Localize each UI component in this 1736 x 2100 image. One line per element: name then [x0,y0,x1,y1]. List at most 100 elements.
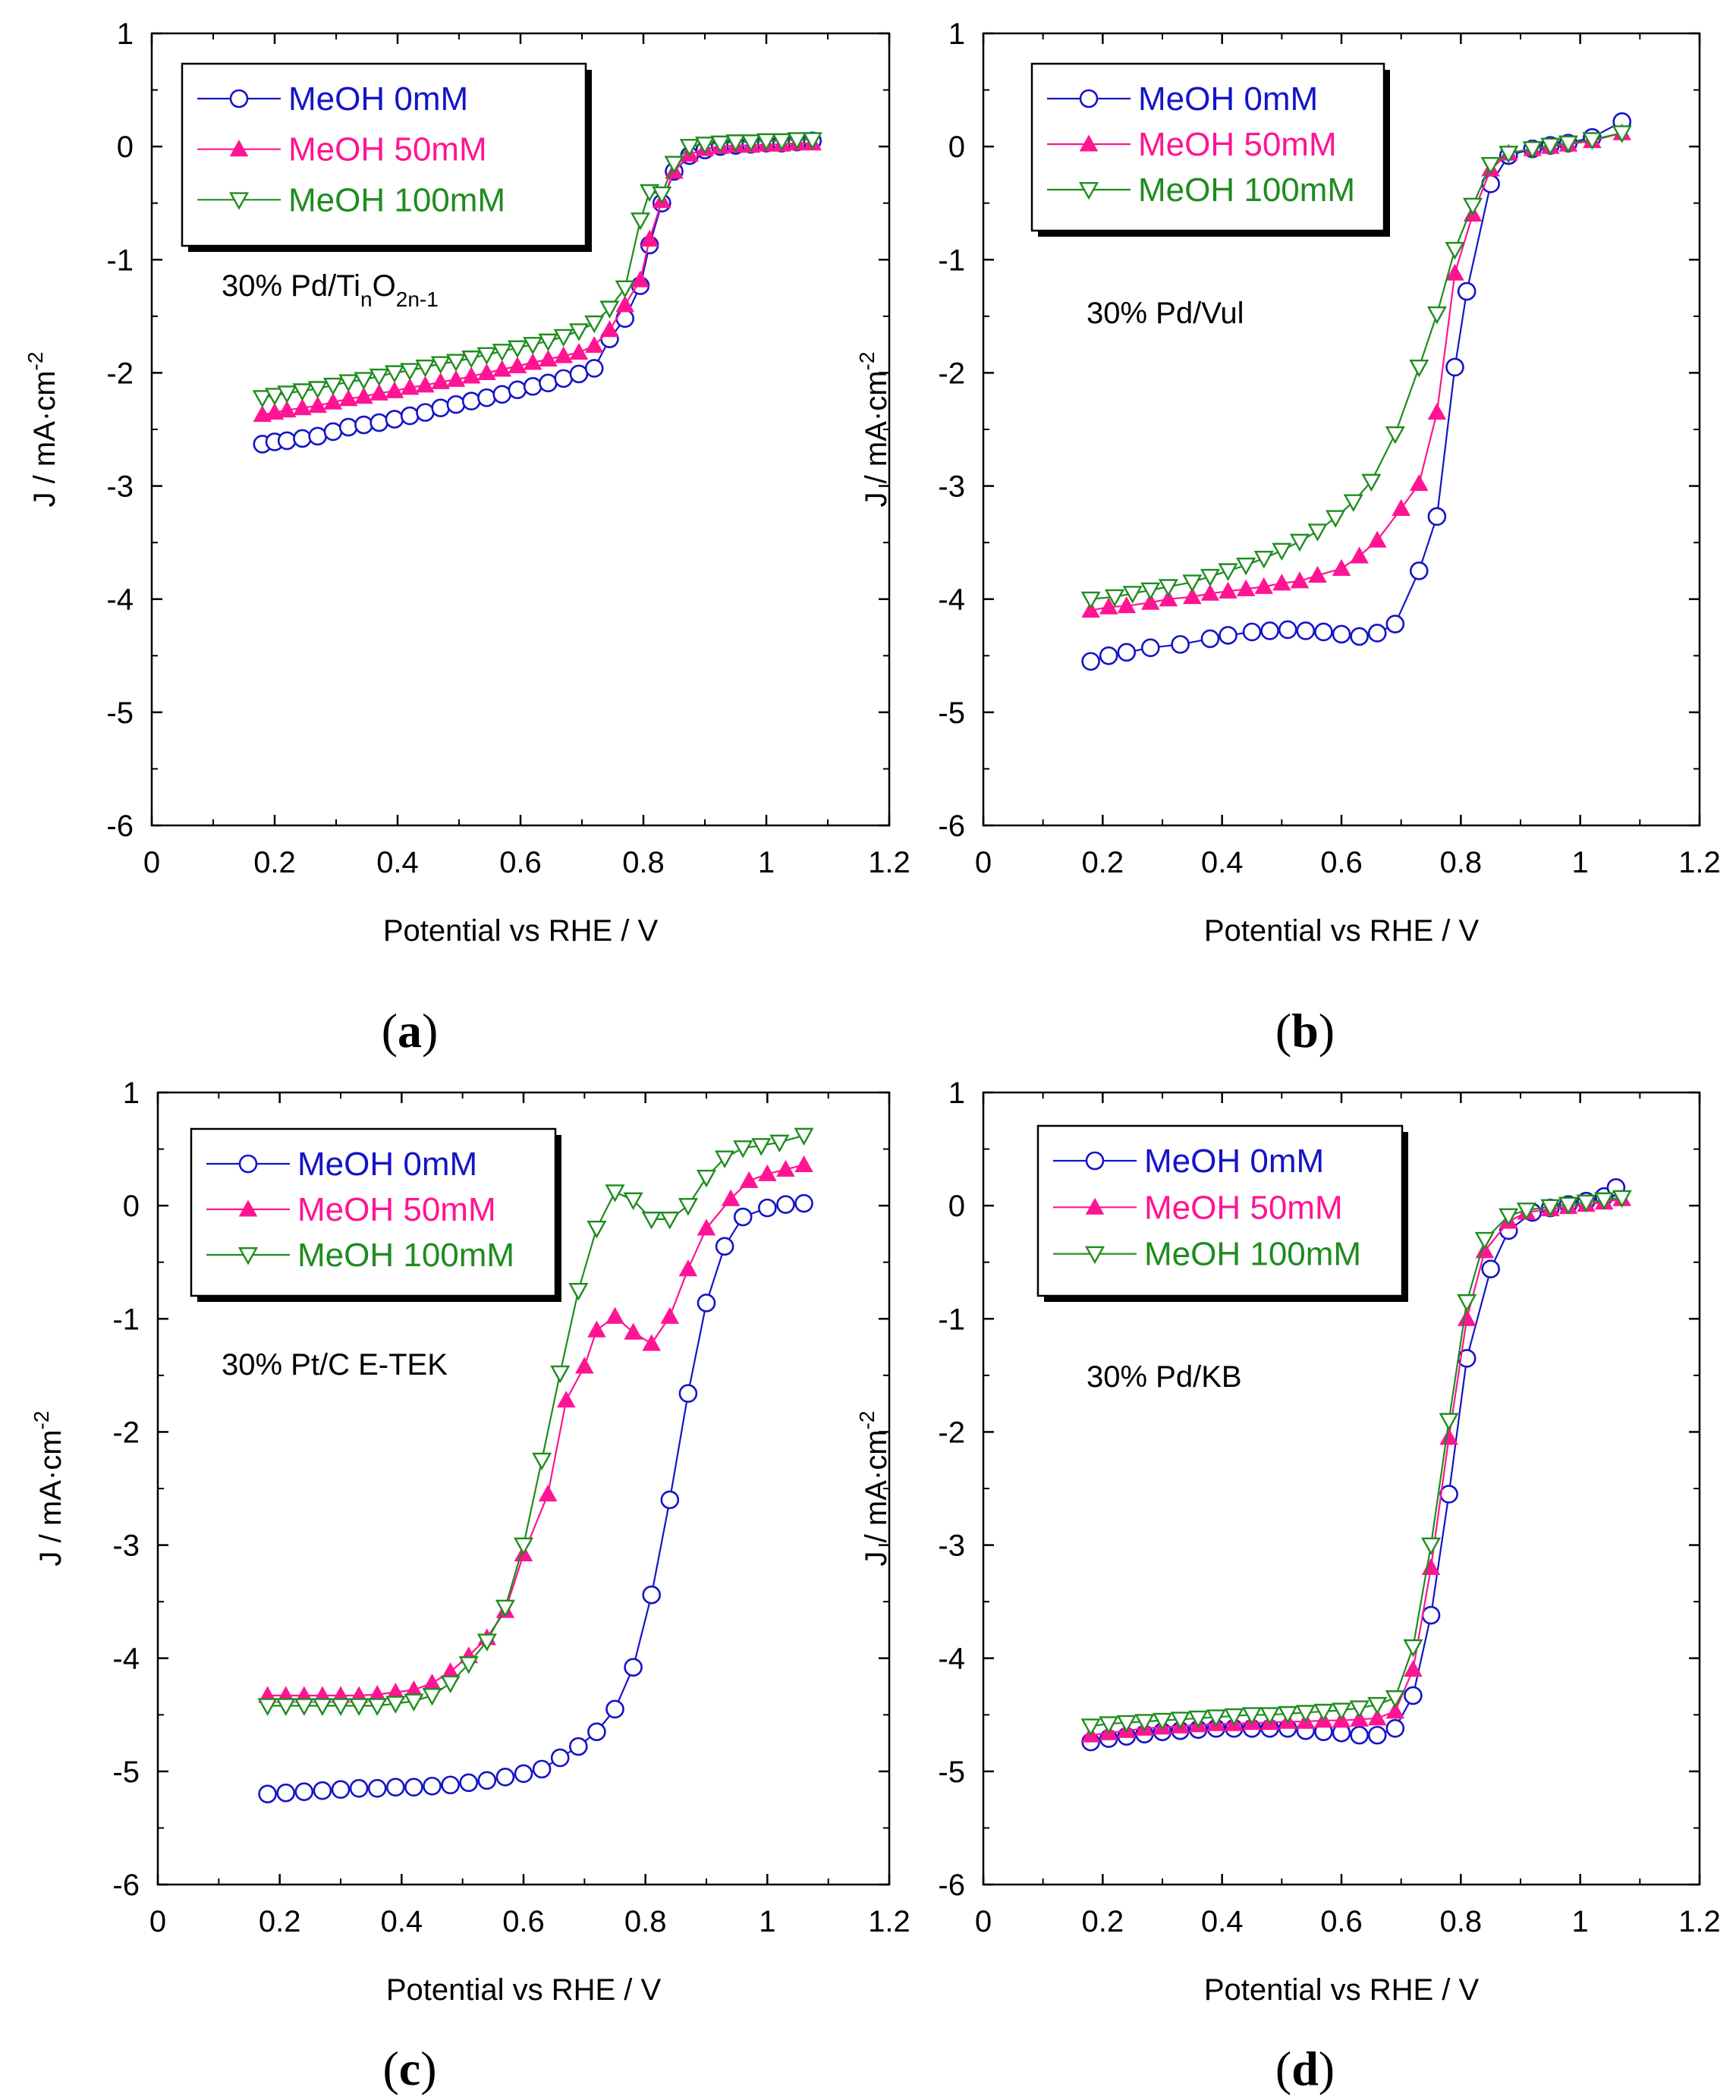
data-point [1409,359,1429,378]
y-axis-label: J / mA·cm-2 [24,352,61,508]
panel-tag-paren-open: ( [382,1004,398,1058]
data-point [400,406,420,426]
x-tick-label: 0.6 [499,846,542,879]
data-point [459,1773,479,1793]
y-tick-label: -6 [938,1869,965,1902]
data-point [349,1778,369,1798]
data-point [678,1198,698,1216]
x-tick-label: 0.2 [1082,846,1124,879]
data-point [1516,1202,1536,1221]
data-point [554,369,574,388]
data-point [461,366,481,384]
data-point [1241,1707,1263,1725]
data-point [605,1306,624,1324]
y-axis-label-superscript: -2 [30,1411,53,1430]
data-point [1457,1309,1477,1326]
legend-label: MeOH 0mM [1138,80,1318,118]
data-point [623,1192,643,1211]
data-point [624,1322,643,1340]
y-tick-label: -5 [112,1756,140,1789]
series-0mM [258,1193,813,1803]
data-point [694,137,715,155]
panel-tag-paren-close: ) [1319,1004,1335,1058]
data-point [1158,579,1178,597]
legend: MeOH 0mM MeOH 50mM MeOH 100mM [1036,1124,1408,1302]
data-point [1576,1194,1596,1213]
y-tick-label: -4 [106,583,134,617]
data-point [1499,146,1519,164]
chart-panel-d: 0 0.2 0.4 0.6 0.8 1 1.2 -6 -5 -4 -3 -2 -1 0 1 Potential… [855,1077,1721,2095]
data-point [678,1384,698,1404]
data-point [1385,1718,1405,1738]
data-point [385,410,404,429]
data-point [307,381,328,399]
y-axis-label: J / mA·cm-2 [855,1411,893,1567]
data-point [1182,574,1203,593]
y-tick-label: 0 [948,1190,965,1223]
data-point [476,1633,497,1652]
panel-tag-letter: c [399,2042,420,2095]
data-point [1612,125,1632,143]
y-axis-label-text: J / mA·cm [860,370,893,507]
data-point [1140,638,1160,658]
data-point [569,364,589,384]
legend-label: MeOH 100mM [1144,1236,1361,1273]
data-point [553,329,574,347]
data-point [1170,1712,1190,1730]
data-point [1200,629,1220,649]
legend-label: MeOH 0mM [297,1146,477,1183]
data-point [514,1764,533,1784]
legend-label: MeOH 50mM [297,1191,496,1228]
panel-tag: (b) [1275,1004,1335,1058]
data-point [568,1282,589,1301]
series-100mM [1080,125,1632,610]
data-point [400,363,420,381]
x-tick-label: 0.2 [259,1905,301,1938]
data-point [416,403,435,422]
data-point [1403,1639,1423,1658]
panel-tag-letter: b [1291,1004,1319,1058]
legend-marker [229,140,249,157]
data-point [369,368,389,387]
data-point [293,429,312,448]
data-point [640,229,659,247]
data-point [1420,1537,1442,1556]
data-point [1499,1208,1519,1227]
data-point [1367,624,1387,643]
panel-tag-paren-close: ) [1319,2042,1335,2095]
y-tick-label: -2 [938,357,965,390]
data-point [354,415,373,435]
data-point [710,135,731,154]
data-point [1612,1190,1632,1209]
data-point [1140,593,1160,610]
y-axis-label-text: J / mA·cm [34,1429,68,1566]
data-point [1260,621,1279,640]
data-point [1409,561,1429,580]
data-point [1457,1294,1477,1312]
data-point [1421,1605,1441,1625]
data-point [741,134,761,152]
data-point [354,387,373,404]
data-point [1540,1199,1561,1218]
data-point [1474,1231,1495,1250]
data-point [652,186,672,205]
legend-label: MeOH 50mM [1138,126,1337,163]
data-point [1296,621,1316,640]
data-point [1099,1716,1119,1734]
data-point [1349,1700,1370,1718]
data-point [404,1778,423,1797]
data-point [697,1218,716,1236]
data-point [416,376,435,393]
data-point [532,1759,552,1779]
data-point [1099,646,1118,665]
x-tick-label: 1.2 [1678,846,1721,879]
data-point [1140,582,1161,601]
y-tick-label: 1 [123,1077,140,1110]
y-tick-label: 0 [123,1190,140,1223]
x-tick-label: 0.6 [1320,1905,1363,1938]
y-tick-label: -5 [938,696,965,730]
legend-box [181,62,587,247]
data-point [308,396,327,413]
data-point [1171,635,1190,654]
data-point [1272,574,1291,591]
